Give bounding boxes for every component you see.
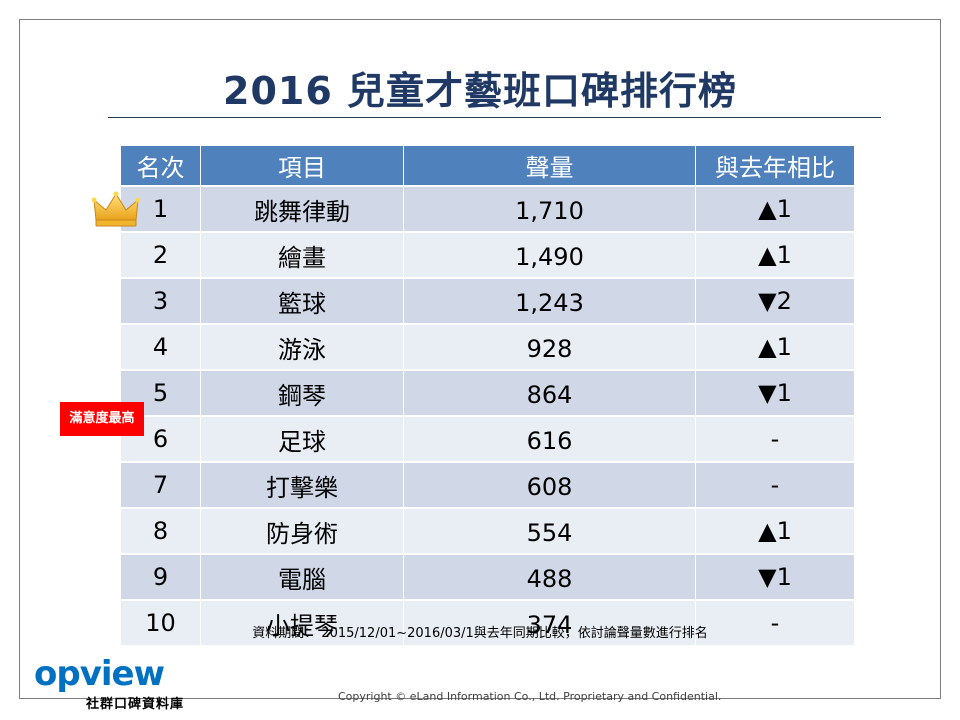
ranking-table: 名次 項目 聲量 與去年相比 1 跳舞律動 1,710 ▲1 2 繪畫 1,490 ▲1 3 籃球… xyxy=(121,146,854,647)
rank-cell: 4 xyxy=(121,325,201,371)
volume-cell: 374 xyxy=(404,601,696,647)
rank-cell: 10 xyxy=(121,601,201,647)
volume-cell: 488 xyxy=(404,555,696,601)
table-row: 10 小提琴 374- xyxy=(121,601,854,647)
item-cell: 足球 xyxy=(201,417,404,463)
rank-cell: 5 xyxy=(121,371,201,417)
table-row: 1 跳舞律動 1,710 ▲1 xyxy=(121,187,854,233)
change-cell: ▲1 xyxy=(696,325,854,371)
change-cell: ▼1 xyxy=(696,555,854,601)
item-cell: 鋼琴 xyxy=(201,371,404,417)
volume-cell: 608 xyxy=(404,463,696,509)
header-item: 項目 xyxy=(201,146,404,187)
header-volume: 聲量 xyxy=(404,146,696,187)
item-cell: 籃球 xyxy=(201,279,404,325)
table-row: 3 籃球 1,243 ▼2 xyxy=(121,279,854,325)
change-cell: - xyxy=(696,601,854,647)
satisfaction-badge: 滿意度最高 xyxy=(60,402,144,436)
change-cell: ▲1 xyxy=(696,509,854,555)
rank-cell: 7 xyxy=(121,463,201,509)
change-cell: ▲1 xyxy=(696,233,854,279)
table-row: 7 打擊樂 608- xyxy=(121,463,854,509)
logo-subtitle: 社群口碑資料庫 xyxy=(86,697,185,712)
change-cell: - xyxy=(696,463,854,509)
crown-icon xyxy=(92,191,140,227)
data-period-note: 資料期間： 2015/12/01~2016/03/1與去年同期比較，依討論聲量數… xyxy=(252,626,708,641)
page-title: 2016 兒童才藝班口碑排行榜 xyxy=(223,69,737,113)
copyright-text: Copyright © eLand Information Co., Ltd. … xyxy=(338,690,722,703)
logo-wordmark: opview xyxy=(34,654,165,694)
rank-cell: 2 xyxy=(121,233,201,279)
volume-cell: 554 xyxy=(404,509,696,555)
item-cell: 游泳 xyxy=(201,325,404,371)
rank-cell: 8 xyxy=(121,509,201,555)
item-cell: 電腦 xyxy=(201,555,404,601)
table-row: 9 電腦 488 ▼1 xyxy=(121,555,854,601)
volume-cell: 1,710 xyxy=(404,187,696,233)
item-cell: 繪畫 xyxy=(201,233,404,279)
volume-cell: 616 xyxy=(404,417,696,463)
rank-cell: 6 xyxy=(121,417,201,463)
item-cell: 跳舞律動 xyxy=(201,187,404,233)
opview-logo: opview 社群口碑資料庫 xyxy=(34,654,204,712)
volume-cell: 928 xyxy=(404,325,696,371)
change-cell: ▲1 xyxy=(696,187,854,233)
volume-cell: 1,243 xyxy=(404,279,696,325)
rank-cell: 3 xyxy=(121,279,201,325)
change-cell: ▼1 xyxy=(696,371,854,417)
header-change: 與去年相比 xyxy=(696,146,854,187)
table-row: 5 鋼琴 864 ▼1 xyxy=(121,371,854,417)
volume-cell: 1,490 xyxy=(404,233,696,279)
header-rank: 名次 xyxy=(121,146,201,187)
table-row: 8 防身術 554 ▲1 xyxy=(121,509,854,555)
item-cell: 小提琴 xyxy=(201,601,404,647)
change-cell: ▼2 xyxy=(696,279,854,325)
change-cell: - xyxy=(696,417,854,463)
volume-cell: 864 xyxy=(404,371,696,417)
table-row: 2 繪畫 1,490 ▲1 xyxy=(121,233,854,279)
item-cell: 打擊樂 xyxy=(201,463,404,509)
table-header-row: 名次 項目 聲量 與去年相比 xyxy=(121,146,854,187)
table-row: 6 足球 616- xyxy=(121,417,854,463)
table-row: 4 游泳 928 ▲1 xyxy=(121,325,854,371)
item-cell: 防身術 xyxy=(201,509,404,555)
title-divider xyxy=(108,117,881,118)
rank-cell: 9 xyxy=(121,555,201,601)
